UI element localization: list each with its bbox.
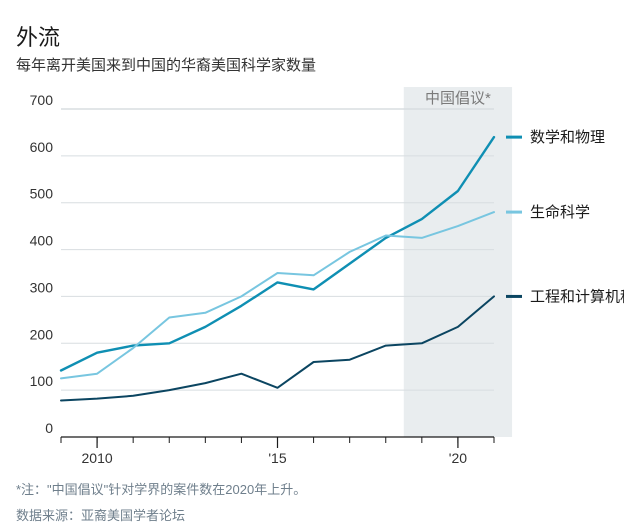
legend-label-eng_cs: 工程和计算机科学: [530, 287, 624, 305]
chart-subtitle: 每年离开美国来到中国的华裔美国科学家数量: [16, 54, 624, 75]
annotation-band: [404, 87, 512, 437]
line-chart-svg: 0 100 200 300 400 500 600 700 2010 '15 '20 中国倡议* 数学和…: [16, 81, 624, 473]
y-tick-label: 600: [30, 139, 54, 155]
y-tick-label: 700: [30, 92, 54, 108]
x-tick-label: 2010: [82, 450, 113, 466]
x-tick-label: '20: [449, 450, 467, 466]
y-tick-label: 200: [30, 326, 54, 342]
y-tick-label: 400: [30, 233, 54, 249]
y-tick-label: 100: [30, 373, 54, 389]
legend-label-math_physics: 数学和物理: [530, 129, 605, 146]
x-tick-label: '15: [268, 450, 286, 466]
chart-container: 外流 每年离开美国来到中国的华裔美国科学家数量 0 100 200 300 400 500…: [0, 0, 640, 529]
footnote-2: 数据来源：亚裔美国学者论坛: [16, 507, 624, 525]
chart-plot: 0 100 200 300 400 500 600 700 2010 '15 '20 中国倡议* 数学和…: [16, 81, 624, 473]
y-tick-label: 300: [30, 279, 54, 295]
y-tick-label: 0: [45, 420, 53, 436]
y-tick-label: 500: [30, 186, 54, 202]
legend-label-life_sciences: 生命科学: [530, 203, 590, 221]
annotation-label: 中国倡议*: [425, 90, 491, 107]
chart-title: 外流: [16, 20, 624, 52]
footnote-1: *注："中国倡议"针对学界的案件数在2020年上升。: [16, 481, 624, 499]
